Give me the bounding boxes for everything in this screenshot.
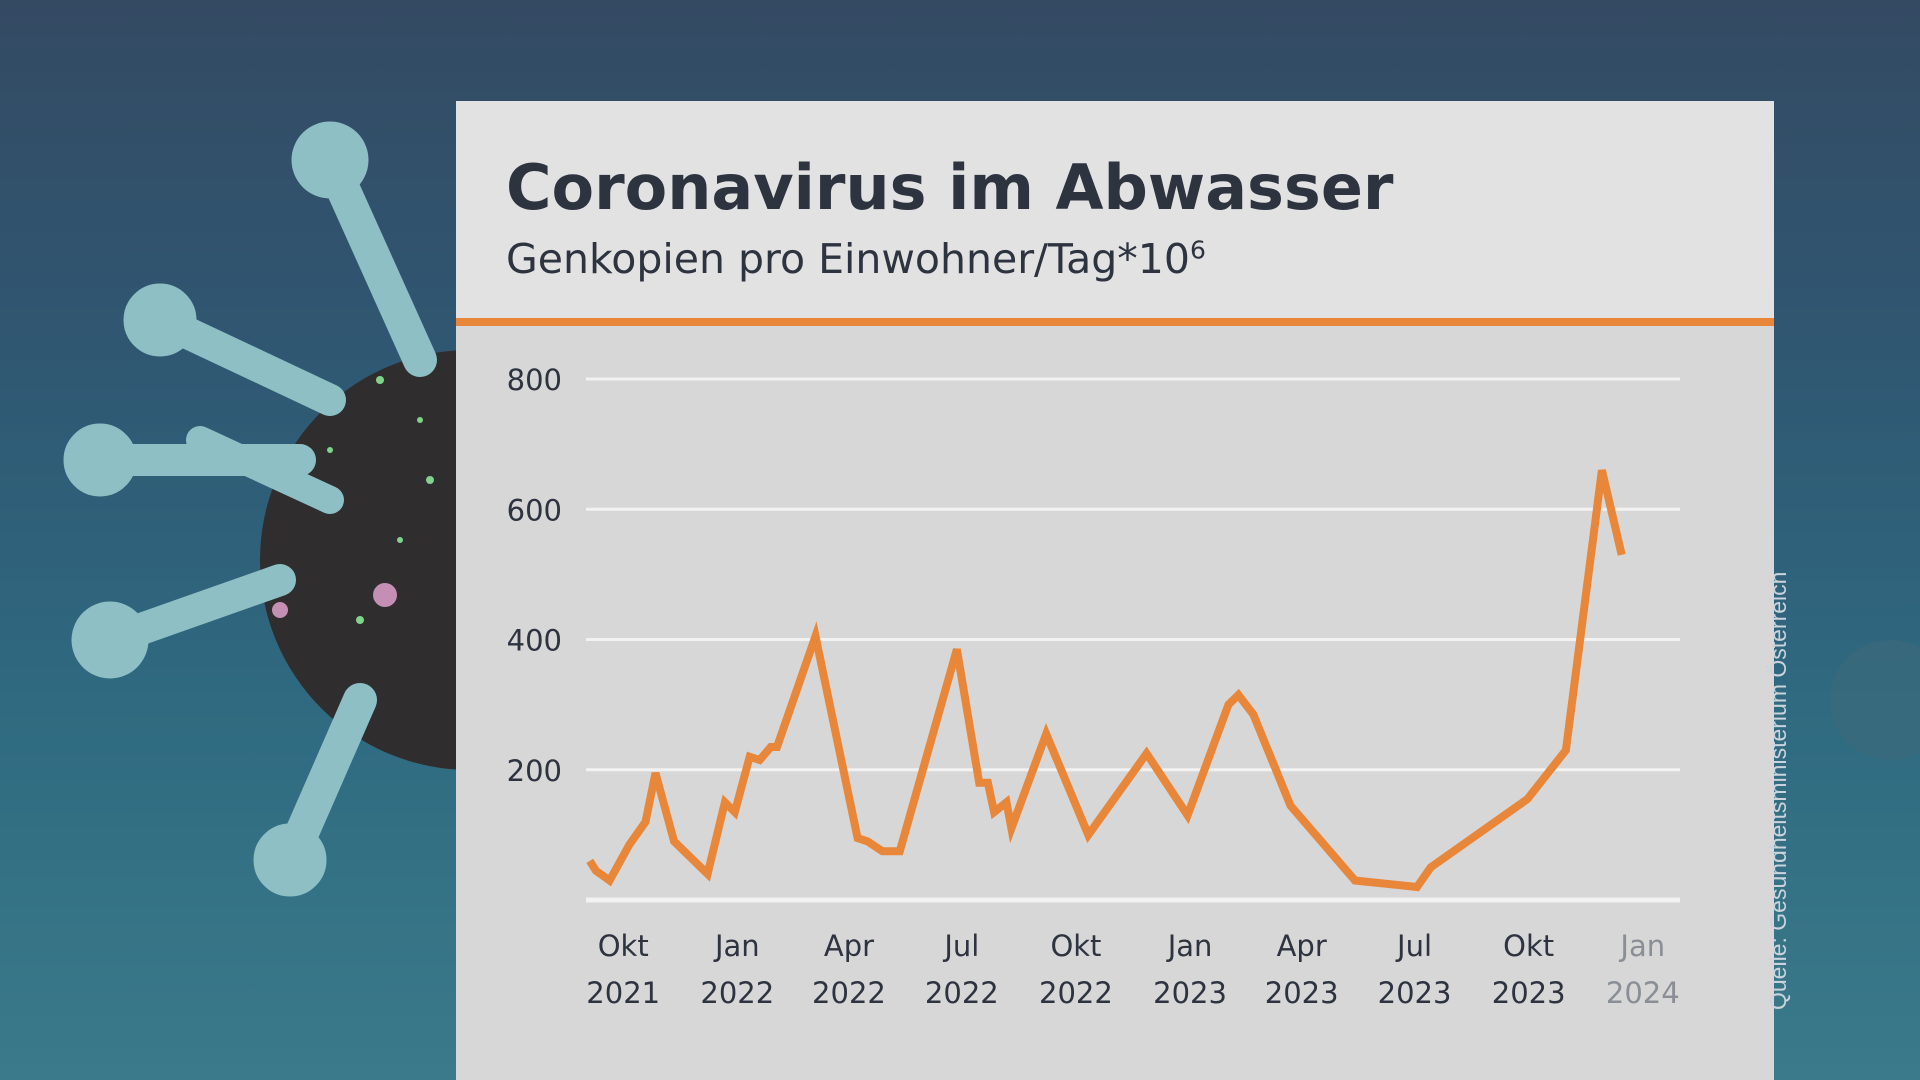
x-tick-label-year: 2022 [812, 976, 886, 1010]
source-note: Quelle: Gesundheitsministerium Österreic… [1765, 571, 1791, 1010]
series-layer [586, 469, 1626, 892]
y-tick-label: 400 [507, 624, 562, 658]
accent-divider [456, 318, 1774, 326]
background-virus-blur [1830, 640, 1920, 760]
x-tick-label-month: Jul [1395, 929, 1432, 963]
chart-card: Coronavirus im Abwasser Genkopien pro Ei… [456, 101, 1774, 1080]
y-tick-label: 800 [507, 363, 562, 397]
x-tick-label-year: 2021 [586, 976, 660, 1010]
x-tick-label-month: Jan [713, 929, 760, 963]
grid-lines [586, 377, 1680, 903]
chart-subtitle-text: Genkopien pro Einwohner/Tag*10 [506, 235, 1190, 283]
line-chart: 200 400 600 800 Okt 2021 Jan 2022 Apr 2022 Jul 202… [507, 363, 1680, 1010]
x-tick-label-year: 2023 [1265, 976, 1339, 1010]
chart-subtitle-exponent: 6 [1189, 235, 1206, 265]
x-tick-label-year: 2024 [1606, 976, 1680, 1010]
x-tick-label-year: 2022 [1039, 976, 1113, 1010]
x-tick-label-month: Apr [1277, 929, 1327, 963]
series-line [586, 469, 1626, 892]
x-tick-label-year: 2023 [1492, 976, 1566, 1010]
x-tick-label-month: Okt [598, 929, 649, 963]
x-tick-label-year: 2022 [925, 976, 999, 1010]
x-tick-label-month: Okt [1503, 929, 1554, 963]
x-tick-label-month: Jan [1618, 929, 1665, 963]
chart-subtitle: Genkopien pro Einwohner/Tag*106 [506, 235, 1206, 283]
x-tick-label-month: Okt [1050, 929, 1101, 963]
y-axis-ticks: 200 400 600 800 [507, 363, 562, 788]
x-axis-ticks: Okt 2021 Jan 2022 Apr 2022 Jul 2022 Okt 2022 Jan 20… [586, 929, 1679, 1010]
y-tick-label: 200 [507, 754, 562, 788]
chart-title: Coronavirus im Abwasser [506, 151, 1394, 224]
x-tick-label-month: Jul [942, 929, 979, 963]
y-tick-label: 600 [507, 493, 562, 527]
x-tick-label-year: 2022 [700, 976, 774, 1010]
chart-header: Coronavirus im Abwasser Genkopien pro Ei… [456, 101, 1774, 318]
x-tick-label-year: 2023 [1153, 976, 1227, 1010]
x-tick-label-year: 2023 [1378, 976, 1452, 1010]
x-tick-label-month: Jan [1166, 929, 1213, 963]
x-tick-label-month: Apr [824, 929, 874, 963]
